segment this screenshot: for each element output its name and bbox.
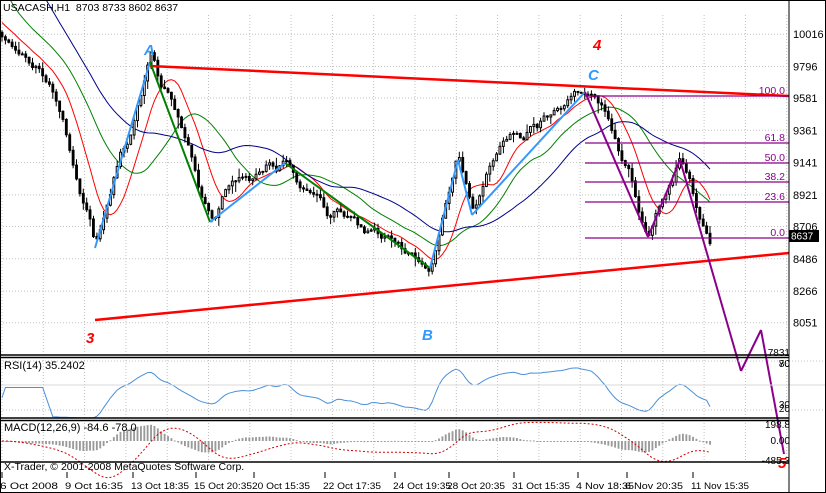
svg-text:4: 4 — [592, 37, 602, 54]
svg-text:RSI(14) 35.2402: RSI(14) 35.2402 — [4, 360, 85, 372]
svg-text:24 Oct 19:35: 24 Oct 19:35 — [393, 481, 451, 491]
svg-text:11 Nov 15:35: 11 Nov 15:35 — [691, 481, 749, 491]
svg-text:9 Oct 16:35: 9 Oct 16:35 — [65, 481, 123, 491]
svg-text:13 Oct 18:35: 13 Oct 18:35 — [131, 481, 189, 491]
svg-text:9361: 9361 — [793, 125, 817, 137]
svg-text:9796: 9796 — [793, 62, 817, 74]
svg-text:31 Oct 15:35: 31 Oct 15:35 — [512, 481, 570, 491]
svg-text:8486: 8486 — [793, 254, 817, 266]
svg-text:61.8: 61.8 — [765, 132, 786, 144]
svg-text:10016: 10016 — [793, 29, 824, 41]
svg-text:MACD(12,26,9) -84.6 -78.0: MACD(12,26,9) -84.6 -78.0 — [4, 422, 137, 434]
svg-text:X-Trader, © 2001-2008 MetaQuot: X-Trader, © 2001-2008 MetaQuotes Softwar… — [4, 461, 244, 473]
svg-text:20 Oct 15:35: 20 Oct 15:35 — [252, 481, 310, 491]
svg-text:8921: 8921 — [793, 190, 817, 202]
svg-text:8706: 8706 — [793, 222, 817, 234]
svg-text:22 Oct 17:35: 22 Oct 17:35 — [323, 481, 381, 491]
svg-text:38.2: 38.2 — [765, 171, 786, 183]
svg-text:3: 3 — [86, 330, 95, 347]
svg-text:198.8: 198.8 — [765, 420, 790, 431]
svg-text:USACASH,H1 8703 8733 8602 863: USACASH,H1 8703 8733 8602 8637 — [3, 2, 178, 14]
svg-text:B: B — [422, 327, 433, 344]
svg-text:8051: 8051 — [793, 318, 817, 330]
svg-text:15 Oct 20:35: 15 Oct 20:35 — [194, 481, 252, 491]
svg-text:0.0: 0.0 — [770, 227, 785, 239]
svg-text:9581: 9581 — [793, 93, 817, 105]
svg-text:50.0: 50.0 — [765, 152, 786, 164]
svg-text:28 Oct 20:35: 28 Oct 20:35 — [447, 481, 505, 491]
svg-text:9141: 9141 — [793, 158, 817, 170]
svg-text:6 Nov 20:35: 6 Nov 20:35 — [625, 481, 683, 491]
svg-text:100.0: 100.0 — [759, 85, 785, 97]
svg-text:A: A — [143, 42, 155, 59]
svg-text:0.00: 0.00 — [771, 436, 791, 447]
svg-text:8266: 8266 — [793, 286, 817, 298]
svg-text:6 Oct 2008: 6 Oct 2008 — [0, 481, 58, 491]
svg-text:C: C — [588, 67, 600, 84]
svg-text:23.6: 23.6 — [765, 191, 786, 203]
